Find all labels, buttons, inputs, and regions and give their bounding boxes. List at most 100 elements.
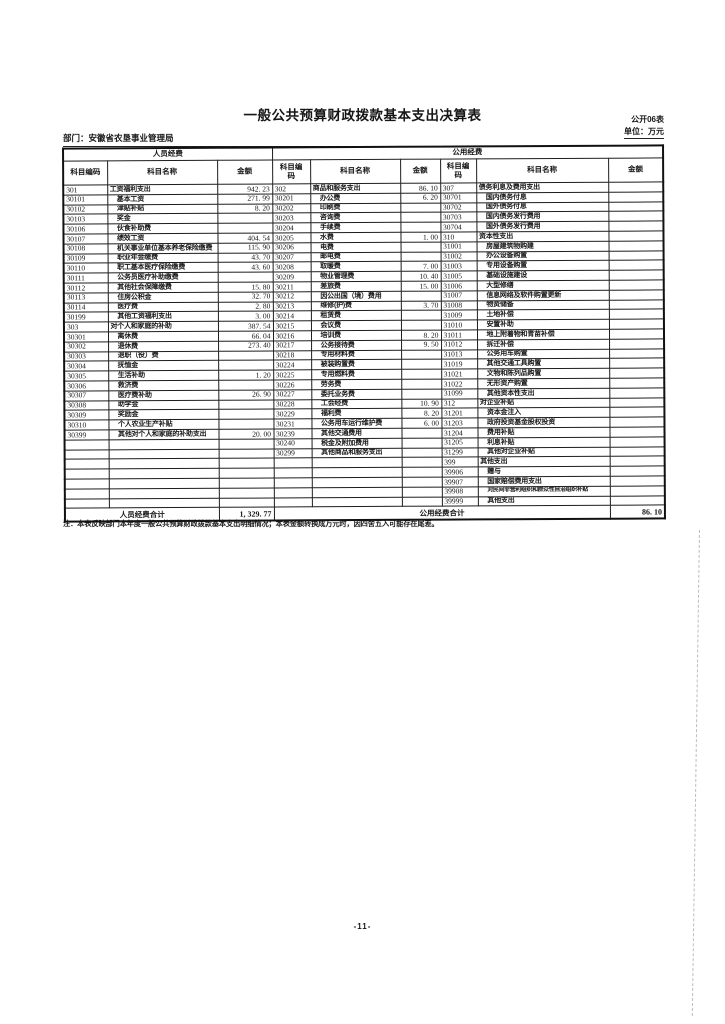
cell-code: 30226 [273,379,312,390]
cell-code: 30203 [272,213,311,224]
cell-code: 31012 [441,339,478,350]
cell-name: 培训费 [310,330,402,341]
cell-code: 30240 [273,438,312,449]
cell-name: 工会经费 [311,398,402,410]
cell-name: 抚恤金 [108,360,219,371]
cell-amount [218,438,274,449]
cell-amount: 10. 40 [400,271,441,282]
cell-code: 30212 [272,291,311,302]
cell-amount [218,399,274,410]
cell-amount [609,466,665,477]
cell-code: 39908 [441,486,478,497]
cell-name: 职业年金缴费 [107,252,218,264]
cell-amount [217,213,273,224]
cell-amount [609,426,665,437]
cell-amount [608,201,664,212]
cell-amount: 6. 20 [400,192,441,203]
cell-code: 39906 [441,467,478,478]
cell-name: 工资福利支出 [107,184,218,195]
cell-code [273,477,312,488]
cell-amount: 273. 40 [218,340,274,351]
cell-amount [218,487,274,498]
cell-code [64,488,109,499]
cell-amount [608,240,664,251]
cell-amount: 115. 90 [217,242,273,253]
cell-amount: 271. 99 [217,193,273,204]
cell-amount [218,409,274,420]
cell-amount [401,477,442,488]
cell-name: 离休费 [107,331,219,342]
cell-amount [401,388,442,399]
cell-amount [400,241,441,252]
cell-amount [609,368,665,379]
cell-code: 30106 [63,224,108,235]
cell-amount: 66. 04 [217,330,274,342]
cell-amount: 26. 90 [218,389,274,400]
cell-amount [401,496,442,507]
cell-code: 30399 [64,429,109,440]
cell-code [64,459,109,470]
group-header-personnel: 人员经费 [63,147,273,162]
cell-amount [609,338,665,349]
cell-code: 39999 [441,496,478,507]
public-total-amount: 86. 10 [609,505,666,520]
cell-name: 奖金 [107,213,218,225]
cell-code: 39907 [441,476,478,487]
cell-code: 30199 [63,312,108,323]
cell-code: 30299 [273,448,312,459]
cell-code: 31001 [440,241,477,252]
cell-amount [609,377,665,388]
cell-name: 委托业务费 [311,389,402,400]
cell-amount [608,279,664,290]
cell-name [311,496,402,508]
cell-amount: 3. 70 [400,300,441,311]
cell-code: 30217 [273,340,312,351]
column-header-2: 金额 [217,159,273,185]
cell-name: 生活补助 [108,370,219,381]
cell-code: 30109 [63,253,108,264]
cell-name: 奖励金 [108,409,219,420]
column-header-5: 金额 [400,159,441,184]
cell-name: 印刷费 [310,202,401,214]
cell-code: 30301 [63,331,109,342]
cell-name: 差旅费 [310,281,401,292]
cell-code [64,449,109,460]
cell-name [311,487,402,498]
cell-code: 303 [63,321,108,333]
unit-label: 单位：万元 [624,126,664,139]
cell-name: 税金及附加费用 [311,438,402,449]
cell-code: 30215 [272,320,311,331]
cell-name: 住房公积金 [107,292,218,303]
cell-amount: 7. 00 [400,261,441,272]
cell-name [108,448,219,460]
cell-name: 对个人和家庭的补助 [107,321,218,332]
cell-code: 30306 [64,380,109,391]
cell-amount: 3. 00 [217,311,273,322]
cell-name [311,457,402,468]
cell-code: 307 [440,182,477,193]
cell-code: 30201 [272,193,311,204]
cell-amount: 10. 90 [401,398,442,409]
cell-amount: 1. 20 [218,370,274,381]
cell-code: 31007 [440,290,477,301]
cell-code: 30114 [63,302,108,313]
cell-code: 312 [441,398,478,409]
column-header-0: 科目编码 [63,160,108,186]
cell-amount: 6. 00 [401,418,442,429]
budget-table: 人员经费 公用经费 科目编码 科目名称 金额 科目编 码科目名称 金额 科目编 码科目名称 金额… [62,144,667,523]
cell-code: 30307 [64,390,109,401]
cell-code: 30229 [273,409,312,420]
cell-code: 399 [441,457,478,468]
column-header-3: 科目编 码 [272,159,311,184]
cell-code: 31299 [441,447,478,458]
cell-amount [401,349,442,360]
cell-name: 退休费 [108,341,219,352]
cell-code: 31019 [441,359,478,370]
cell-amount: 43. 60 [217,262,273,273]
cell-code: 31099 [441,388,478,399]
cell-code: 30702 [440,202,477,213]
cell-name: 会议费 [310,320,401,331]
cell-amount [608,191,664,202]
cell-code: 30302 [64,341,109,352]
